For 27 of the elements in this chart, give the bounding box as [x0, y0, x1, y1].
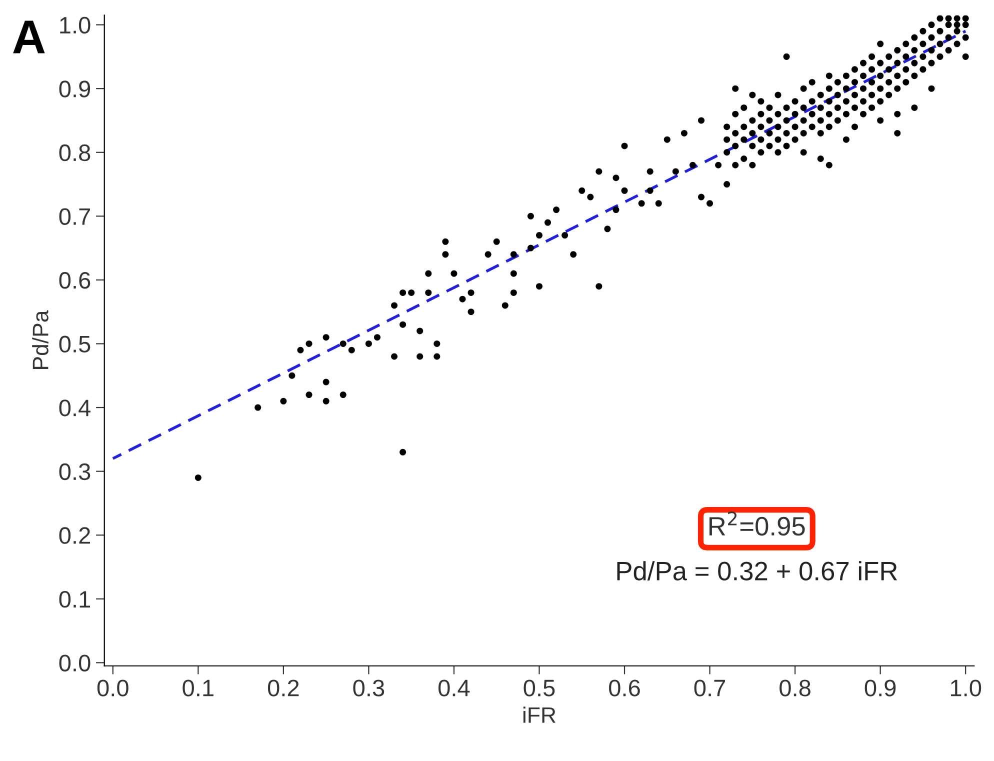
y-tick-label: 0.5 — [59, 336, 90, 353]
x-tick-label: 0.8 — [780, 680, 810, 696]
y-tick-label: 0.2 — [59, 527, 90, 544]
x-tick-label: 0.1 — [182, 680, 214, 696]
y-tick-label: 0.9 — [59, 80, 90, 98]
annotation: R$^{2}$=0.95 — [710, 512, 805, 536]
y-tick-label: 0.7 — [59, 208, 90, 225]
x-tick-label: 0.9 — [864, 680, 896, 696]
y-tick-label: 1.0 — [60, 16, 90, 34]
y-tick-label: 0.6 — [59, 272, 90, 289]
x-tick-label: 0.6 — [609, 680, 640, 696]
y-tick-label: 0.8 — [59, 144, 90, 162]
annotation: Pd/Pa = 0.32 + 0.67 iFR — [617, 561, 898, 580]
x-tick-label: 0.7 — [694, 680, 726, 696]
x-tick-label: 0.3 — [353, 680, 384, 696]
y-tick-label: 0.1 — [59, 590, 90, 608]
y-tick-label: 0.4 — [59, 400, 90, 416]
y-tick-label: 0.0 — [59, 654, 90, 672]
y-tick-label: 0.3 — [59, 463, 90, 480]
x-tick-label: 0.2 — [268, 680, 299, 696]
chart-title: A — [13, 20, 45, 54]
y-axis-title: Pd/Pa — [32, 310, 48, 369]
x-tick-label: 1.0 — [950, 680, 982, 696]
x-tick-label: 0.0 — [97, 680, 128, 696]
x-axis-title: iFR — [523, 706, 556, 723]
x-tick-label: 0.5 — [524, 680, 555, 696]
x-tick-label: 0.4 — [438, 680, 470, 696]
